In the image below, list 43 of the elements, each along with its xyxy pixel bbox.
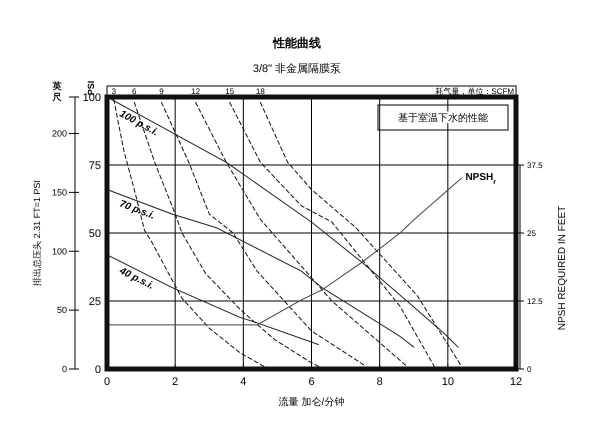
series-label: 15: [225, 87, 235, 96]
line-series: [106, 178, 462, 326]
series-label: 18: [256, 87, 266, 96]
x-tick-label: 10: [442, 376, 454, 388]
line-series: [106, 189, 414, 348]
y2-tick-label: 0: [527, 365, 532, 374]
line-series: [106, 254, 319, 345]
x-tick-label: 8: [376, 376, 383, 388]
series-label: 12: [191, 87, 201, 96]
y3-tick-label: 100: [52, 246, 67, 256]
chart-subtitle: 3/8" 非金属隔膜泵: [252, 62, 342, 75]
y-tick-label: 25: [88, 296, 101, 308]
y-axis-title: PSI: [86, 80, 96, 96]
x-tick-label: 2: [172, 376, 178, 388]
y3-tick-label: 200: [52, 128, 67, 138]
x-tick-label: 6: [308, 376, 315, 388]
line-series: [161, 102, 366, 367]
line-series: [113, 99, 264, 367]
series-label: NPSH$_{r}$: [465, 172, 496, 186]
series-label: 6: [132, 87, 138, 96]
chart-title: 性能曲线: [272, 36, 321, 50]
y3-tick-label: 50: [56, 305, 67, 316]
y-tick-label: 50: [88, 228, 101, 240]
series-label: 9: [159, 87, 164, 96]
text: 100 p.s.i.: [118, 108, 160, 138]
x-axis-title: 流量 加仑/分钟: [278, 396, 344, 408]
y2-tick-label: 37.5: [527, 161, 544, 170]
x-tick-label: 12: [510, 376, 522, 388]
y3-axis-title: 英尺: [52, 81, 62, 102]
x-tick-label: 0: [104, 376, 110, 388]
text: 排出总压头 2.31 FT=1 PSI: [32, 180, 42, 286]
y3-tick-label: 150: [52, 187, 67, 198]
y2-tick-label: 12.5: [527, 297, 544, 306]
x-tick-label: 4: [240, 376, 246, 388]
text: 70 p.s.i.: [118, 198, 156, 222]
line-series: [195, 102, 408, 367]
y-tick-label: 75: [88, 160, 101, 172]
y2-axis-title: NPSH REQUIRED IN FEET: [557, 206, 568, 330]
y3-tick-label: 0: [62, 364, 67, 374]
y2-tick-label: 25: [527, 229, 536, 238]
text: 40 p.s.i.: [116, 265, 156, 292]
series-label: 3: [112, 87, 117, 96]
y-tick-label: 0: [94, 364, 101, 376]
